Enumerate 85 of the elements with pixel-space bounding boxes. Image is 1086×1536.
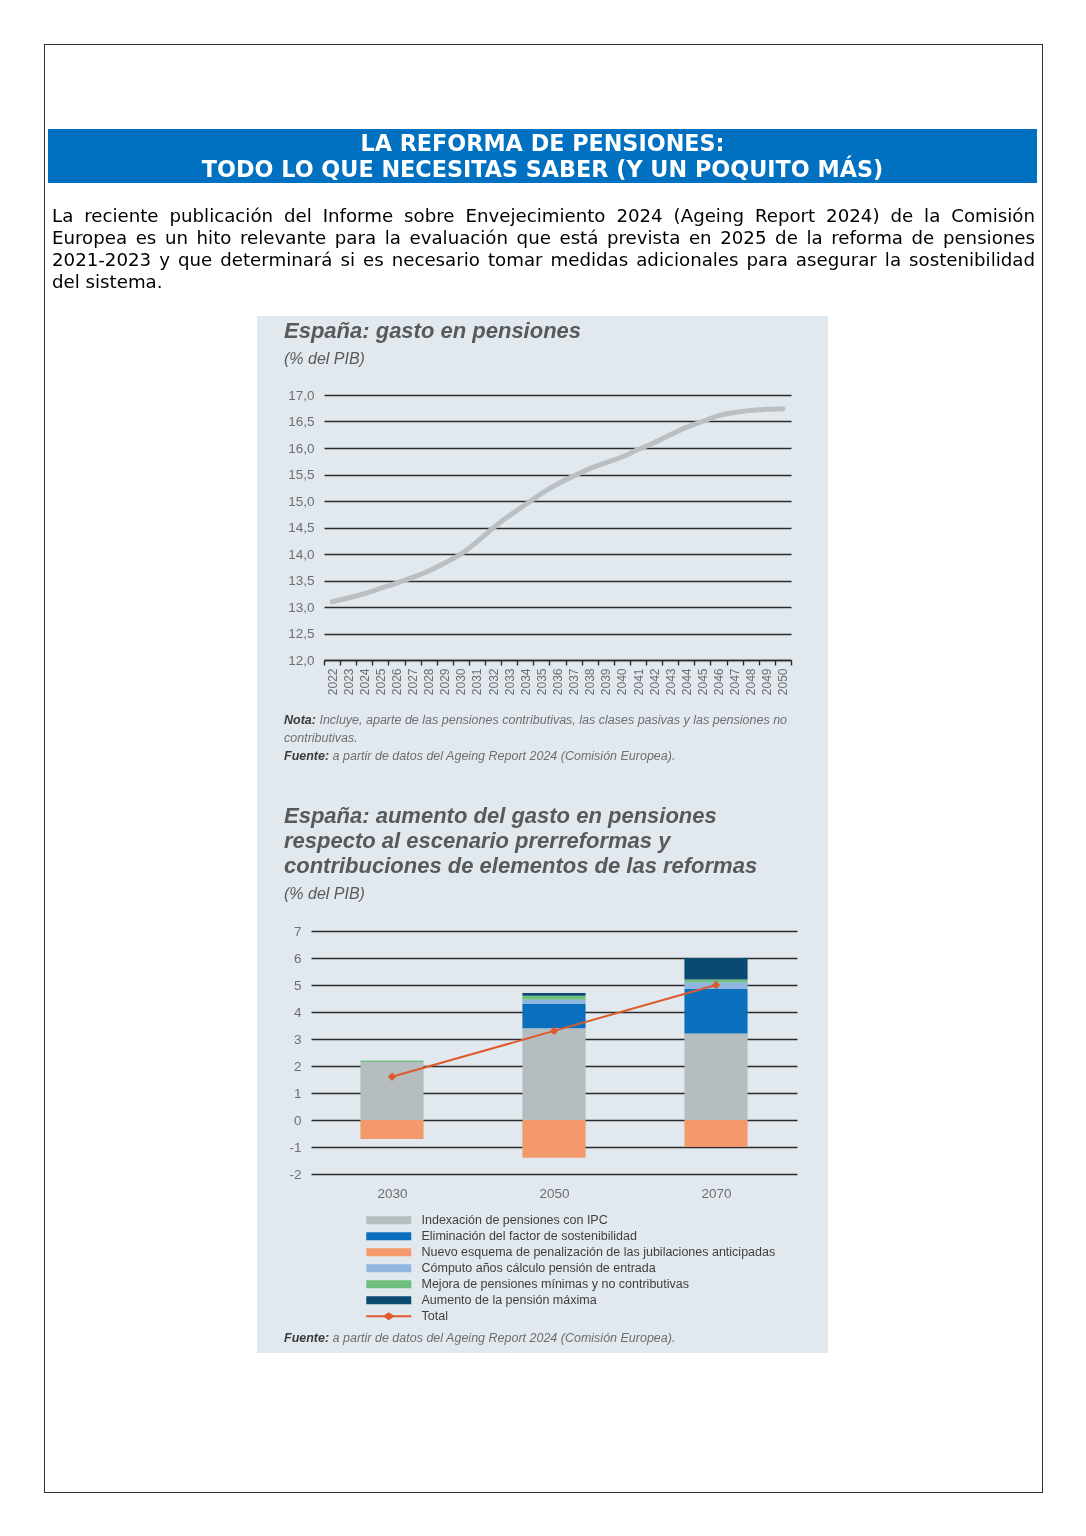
x-tick-label: 2048 [744, 668, 759, 696]
x-tick-label: 2045 [695, 668, 710, 696]
x-tick-label: 2034 [518, 668, 533, 696]
y-tick-label: 12,0 [288, 652, 315, 668]
bar [360, 1120, 424, 1139]
bar [684, 958, 748, 980]
y-tick-label: 16,0 [288, 440, 315, 456]
text: LA REFORMA DE PENSIONES: [359, 130, 726, 156]
x-tick-label: 2041 [631, 668, 646, 696]
x-tick-label: 2038 [583, 668, 598, 696]
legend-label: Aumento de la pensión máxima [421, 1293, 597, 1308]
x-tick-label: 2036 [551, 668, 565, 696]
chart-subtitle: (% del PIB) [284, 349, 365, 368]
y-tick-label: -1 [289, 1139, 302, 1155]
y-tick-label: 14,5 [288, 520, 315, 535]
x-tick-label: 2030 [454, 668, 469, 696]
legend-label: Indexación de pensiones con IPC [421, 1213, 608, 1228]
text: Nota: Incluye, aparte de las pensiones contributivas, las clases pasivas y las pensiones no contributivas. [284, 712, 789, 747]
source-note: Fuente: a partir de datos del Ageing Report 2024 (Comisión Europea). [284, 1330, 677, 1347]
bar [522, 999, 586, 1004]
y-tick-label: 1 [293, 1085, 302, 1101]
bar [684, 989, 748, 1034]
y-tick-label: 13,5 [288, 573, 315, 588]
bar [360, 1061, 424, 1120]
x-tick-label: 2047 [728, 668, 743, 696]
bar [522, 1028, 586, 1120]
y-tick-label: 17,0 [288, 387, 315, 403]
legend-label: Eliminación del factor de sostenibilidad [421, 1229, 637, 1244]
x-tick-label: 2035 [534, 668, 549, 696]
x-tick-label: 2029 [438, 668, 453, 696]
y-tick-label: 13,0 [288, 599, 315, 615]
y-tick-label: 5 [293, 977, 302, 993]
x-tick-label: 2039 [599, 668, 614, 696]
y-tick-label: 0 [293, 1112, 302, 1128]
legend-label: Cómputo años cálculo pensión de entrada [421, 1261, 656, 1276]
x-tick-label: 2030 [377, 1185, 408, 1201]
y-tick-label: 6 [293, 950, 302, 966]
x-tick-label: 2027 [406, 668, 421, 696]
point [387, 1072, 397, 1081]
bar [684, 1120, 748, 1147]
x-tick-label: 2049 [760, 668, 775, 696]
text: TODO LO QUE NECESITAS SABER (Y UN POQUITO MÁS) [200, 156, 885, 182]
y-tick-label: 2 [293, 1058, 302, 1074]
x-tick-label: 2050 [539, 1185, 570, 1201]
x-tick-label: 2022 [325, 668, 340, 696]
chart-title: España: aumento del gasto en pensiones respecto al escenario prerreformas y contribuciones de elementos de las reformas [284, 803, 759, 878]
legend-label: Mejora de pensiones mínimas y no contributivas [421, 1277, 689, 1292]
source-note: Fuente: a partir de datos del Ageing Report 2024 (Comisión Europea). [284, 748, 677, 765]
text: La reciente publicación del Informe sobre Envejecimiento 2024 (Ageing Report 2024) de la Comisión Europea es un hito relevante para la evaluación que está prevista en 2025 de la reforma de pensiones 2021-2023 y que determinará si es necesario tomar medidas adicionales para asegurar la sostenibilidad del sistema. [52, 205, 1035, 293]
y-tick-label: 4 [293, 1004, 302, 1020]
bar [684, 1033, 748, 1120]
x-tick-label: 2043 [663, 668, 678, 696]
x-tick-label: 2040 [615, 668, 630, 696]
x-tick-label: 2033 [502, 668, 517, 696]
y-tick-label: 16,5 [288, 414, 315, 429]
x-tick-label: 2031 [470, 668, 485, 696]
legend-label: Total [421, 1309, 448, 1324]
x-tick-label: 2070 [701, 1185, 732, 1201]
y-tick-label: -2 [289, 1166, 302, 1182]
point [711, 980, 721, 990]
x-tick-label: 2024 [357, 668, 372, 696]
x-tick-label: 2042 [647, 668, 662, 696]
point [549, 1026, 559, 1036]
y-tick-label: 7 [293, 923, 302, 939]
bar [522, 1120, 586, 1158]
y-tick-label: 14,0 [288, 546, 315, 562]
y-tick-label: 3 [293, 1031, 302, 1047]
bar [522, 993, 586, 996]
x-tick-label: 2046 [712, 668, 727, 696]
chart-title: España: gasto en pensiones [284, 318, 583, 343]
x-tick-label: 2050 [776, 668, 791, 696]
y-tick-label: 15,0 [288, 493, 315, 509]
x-tick-label: 2025 [373, 668, 388, 696]
chart-subtitle: (% del PIB) [284, 884, 365, 903]
bar [522, 1003, 586, 1029]
legend-label: Nuevo esquema de penalización de las jubilaciones anticipadas [421, 1245, 776, 1260]
x-tick-label: 2037 [567, 668, 582, 696]
y-tick-label: 12,5 [288, 626, 315, 641]
y-tick-label: 15,5 [288, 467, 315, 482]
x-tick-label: 2032 [486, 668, 501, 696]
x-tick-label: 2026 [389, 668, 404, 696]
x-tick-label: 2044 [679, 668, 694, 696]
x-tick-label: 2028 [422, 668, 437, 696]
bar [522, 995, 586, 1000]
x-tick-label: 2023 [341, 668, 356, 696]
